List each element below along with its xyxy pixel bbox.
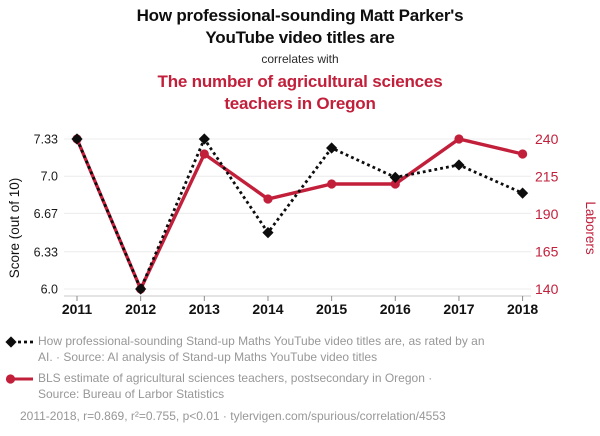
left-axis-title: Score (out of 10) xyxy=(7,178,22,279)
x-tick-label: 2015 xyxy=(316,301,347,317)
right-tick-label: 190 xyxy=(535,206,559,222)
series-line-circle xyxy=(75,137,523,294)
red-solid-series-marker-icon xyxy=(5,374,33,384)
data-point-circle xyxy=(390,179,400,189)
chart-title-line-2: YouTube video titles are xyxy=(205,28,395,47)
data-point-diamond xyxy=(326,142,338,154)
data-point-diamond xyxy=(453,159,465,171)
black-dotted-series-marker-icon xyxy=(5,336,34,348)
series-line-diamond xyxy=(75,136,524,293)
data-point-circle xyxy=(199,149,209,159)
data-point-circle xyxy=(263,194,273,204)
right-axis-title: Laborers xyxy=(583,201,598,255)
left-tick-label: 6.0 xyxy=(41,283,58,297)
chart-subtitle: The number of agricultural sciences teac… xyxy=(0,71,600,115)
legend-text-score-series: How professional-sounding Stand-up Maths… xyxy=(38,334,485,365)
left-tick-label: 7.33 xyxy=(34,133,58,147)
legend-text-laborers-series: BLS estimate of agricultural sciences te… xyxy=(38,371,432,402)
footer-stats: 2011-2018, r=0.869, r²=0.755, p<0.01 · t… xyxy=(20,409,446,423)
data-point-circle xyxy=(518,149,528,159)
chart-subtitle-line-2: teachers in Oregon xyxy=(224,94,376,113)
x-tick-label: 2017 xyxy=(443,301,474,317)
x-tick-label: 2014 xyxy=(252,301,283,317)
legend-laborers-line-2: Source: Bureau of Larbor Statistics xyxy=(38,386,225,401)
x-tick-label: 2016 xyxy=(380,301,411,317)
data-point-diamond xyxy=(517,187,529,199)
chart-title-line-1: How professional-sounding Matt Parker's xyxy=(136,6,464,25)
x-tick-label: 2013 xyxy=(189,301,220,317)
legend-item-score-series: How professional-sounding Stand-up Maths… xyxy=(3,334,485,365)
data-point-circle xyxy=(327,179,337,189)
right-tick-label: 140 xyxy=(535,281,559,297)
legend-laborers-line-1: BLS estimate of agricultural sciences te… xyxy=(38,371,433,385)
x-tick-label: 2011 xyxy=(62,301,93,317)
data-point-diamond xyxy=(135,283,147,295)
left-tick-label: 7.0 xyxy=(41,170,58,184)
legend-item-laborers-series: BLS estimate of agricultural sciences te… xyxy=(3,371,432,402)
data-point-diamond xyxy=(262,227,274,239)
data-point-diamond xyxy=(198,133,210,145)
left-tick-label: 6.33 xyxy=(34,245,58,259)
correlates-with-text: correlates with xyxy=(261,52,339,66)
data-point-diamond xyxy=(389,171,401,183)
chart-subtitle-line-1: The number of agricultural sciences xyxy=(157,72,443,91)
chart-title: How professional-sounding Matt Parker's … xyxy=(0,5,600,49)
data-point-circle xyxy=(454,134,464,144)
legend-score-line-2: AI. · Source: AI analysis of Stand-up Ma… xyxy=(38,349,378,364)
x-tick-label: 2012 xyxy=(125,301,156,317)
x-tick-label: 2018 xyxy=(507,301,538,317)
data-point-diamond xyxy=(71,133,83,145)
right-tick-label: 215 xyxy=(535,169,559,185)
right-tick-label: 165 xyxy=(535,244,559,260)
right-tick-label: 240 xyxy=(535,131,559,147)
left-tick-label: 6.67 xyxy=(34,207,58,221)
legend-score-line-1: How professional-sounding Stand-up Maths… xyxy=(38,334,485,348)
